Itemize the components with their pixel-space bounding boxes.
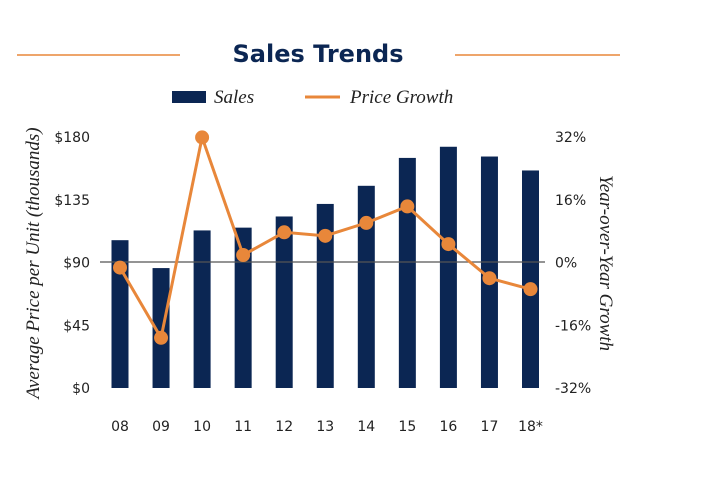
y2-axis-label: Year-over-Year Growth	[595, 175, 616, 351]
y-tick-label: $135	[54, 193, 90, 209]
price-growth-point	[154, 330, 169, 345]
x-tick-label: 18*	[518, 419, 543, 435]
price-growth-point	[482, 271, 497, 286]
x-tick-label: 09	[152, 419, 170, 435]
sales-bar	[316, 203, 334, 388]
sales-bar	[275, 216, 293, 388]
sales-bar	[152, 268, 170, 388]
x-tick-label: 17	[481, 419, 499, 435]
x-tick-label: 11	[234, 419, 252, 435]
price-growth-point	[523, 282, 538, 297]
price-growth-point	[113, 260, 127, 275]
x-tick-label: 13	[316, 419, 334, 435]
y2-tick-label: 0%	[555, 256, 577, 272]
y-axis-label: Average Price per Unit (thousands)	[23, 127, 44, 400]
chart-title: Sales Trends	[232, 40, 403, 68]
y-tick-label: $90	[63, 256, 90, 272]
sales-bar	[357, 185, 375, 388]
x-tick-label: 14	[357, 419, 375, 435]
y2-tick-label: -16%	[555, 318, 591, 334]
x-tick-label: 12	[275, 419, 293, 435]
price-growth-point	[359, 215, 374, 230]
price-growth-point	[277, 225, 292, 240]
y-tick-label: $180	[54, 130, 90, 146]
sales-bar	[398, 157, 416, 388]
x-tick-label: 16	[439, 419, 457, 435]
price-growth-point	[318, 228, 333, 243]
price-growth-point	[195, 130, 210, 145]
legend-price-growth-label: Price Growth	[349, 87, 453, 108]
price-growth-point	[236, 248, 251, 263]
x-tick-label: 10	[193, 419, 211, 435]
legend-sales-label: Sales	[214, 87, 254, 108]
price-growth-point	[441, 237, 456, 252]
legend-sales-swatch	[172, 91, 206, 103]
sales-bar	[193, 230, 211, 388]
y-tick-label: $0	[72, 381, 90, 397]
y-tick-label: $45	[63, 318, 90, 334]
y2-tick-label: 16%	[555, 193, 586, 209]
y2-tick-label: -32%	[555, 381, 591, 397]
y2-tick-label: 32%	[555, 130, 586, 146]
sales-bar	[439, 146, 457, 388]
x-tick-label: 15	[398, 419, 416, 435]
sales-bar	[234, 227, 252, 388]
x-tick-label: 08	[111, 419, 129, 435]
price-growth-point	[400, 199, 415, 214]
sales-bar	[522, 170, 539, 388]
